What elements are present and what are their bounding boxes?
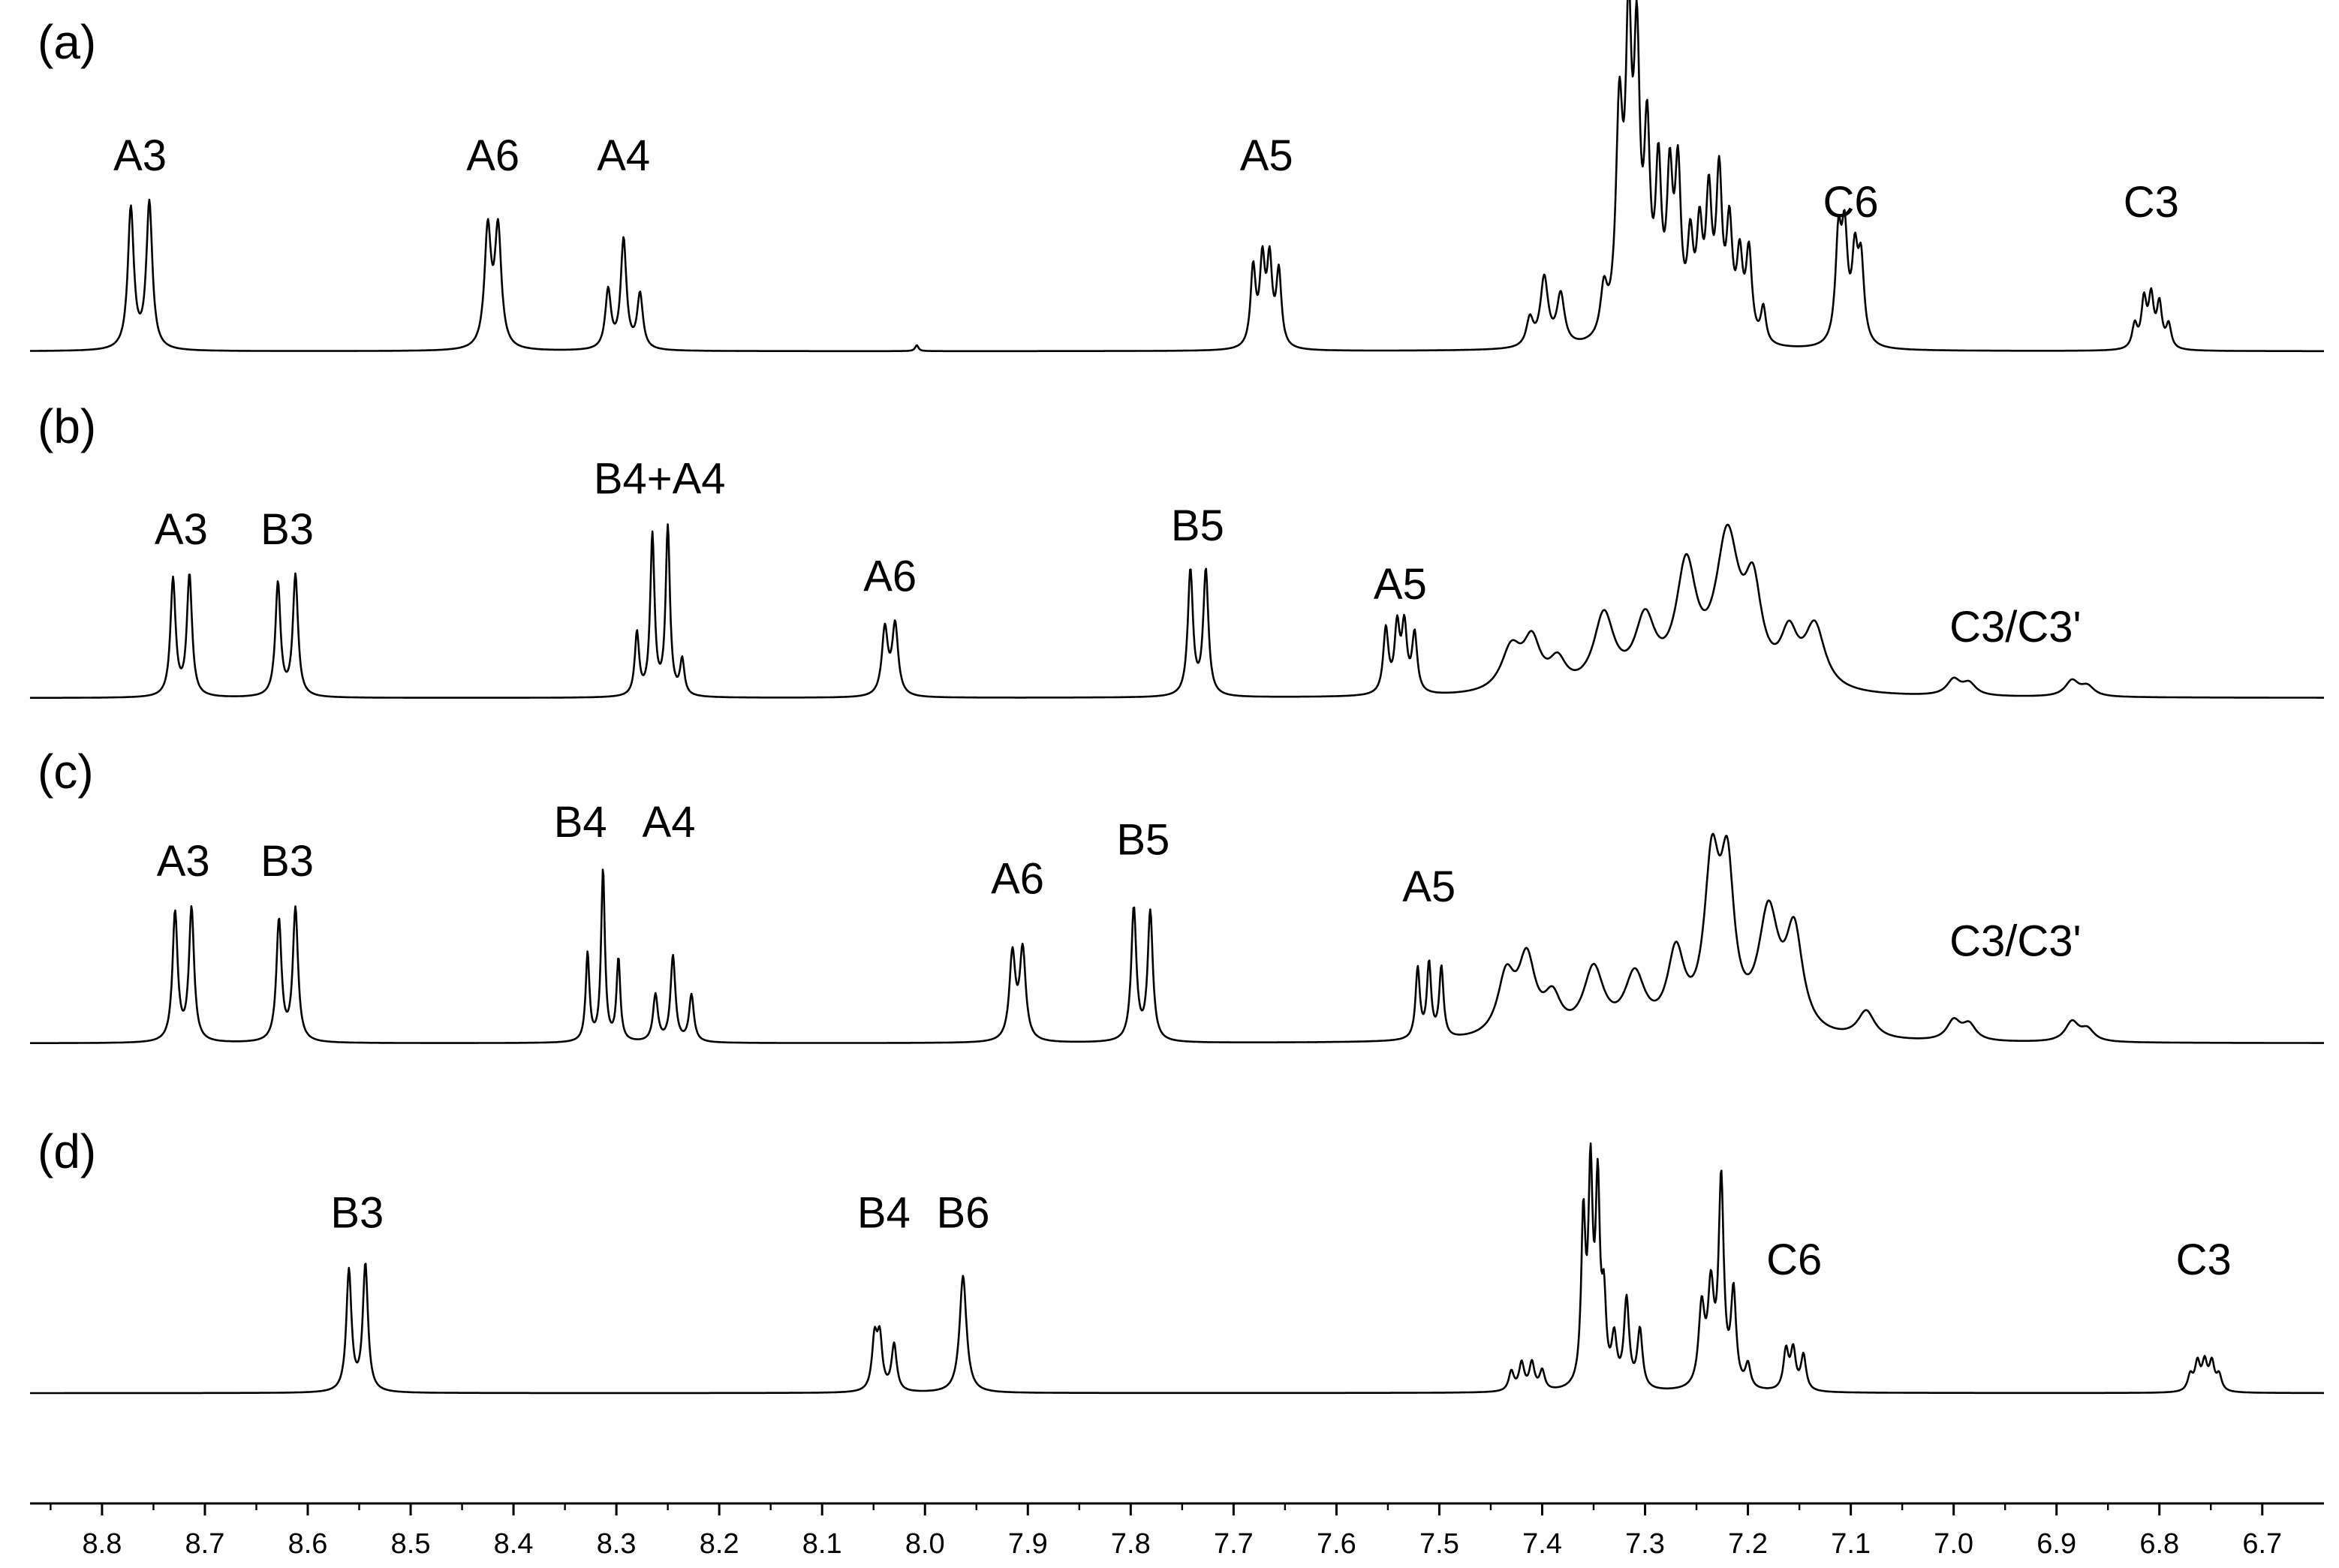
- peak-label: B3: [330, 1189, 384, 1238]
- peak-label: C3: [2124, 178, 2179, 227]
- spectrum-panel-1: (a) A3 A6 A4 A5 C6 C3: [29, 0, 2325, 353]
- x-tick-label: 7.1: [1831, 1528, 1871, 1560]
- x-tick-label: 7.4: [1522, 1528, 1562, 1560]
- x-tick-label: 8.3: [597, 1528, 637, 1560]
- peak-label: B4+A4: [594, 455, 726, 504]
- peak-label: A6: [466, 131, 519, 180]
- x-tick-label: 7.3: [1625, 1528, 1665, 1560]
- spectrum-line-3: [29, 832, 2325, 1044]
- x-tick-label: 6.8: [2139, 1528, 2179, 1560]
- x-tick-label: 6.7: [2242, 1528, 2282, 1560]
- panel-label: (a): [38, 15, 96, 69]
- x-axis: 8.8 8.7 8.6 8.5 8.4 8.3 8.2 8.1 8.0 7.9 7.8 7.7 7.6 7…: [30, 1502, 2324, 1560]
- peak-label: B3: [260, 505, 314, 554]
- peak-label: C3/C3': [1949, 603, 2081, 652]
- x-tick-label: 8.7: [185, 1528, 225, 1560]
- peak-label: B5: [1171, 501, 1224, 550]
- x-tick-label: 7.2: [1728, 1528, 1768, 1560]
- x-tick-label: 7.5: [1419, 1528, 1459, 1560]
- peak-label: B4: [554, 798, 607, 847]
- peak-label: A6: [863, 552, 917, 601]
- panel-label: (c): [38, 745, 94, 799]
- peak-label: C3/C3': [1949, 917, 2081, 966]
- peak-label: B4: [857, 1189, 911, 1238]
- peak-label: A6: [991, 854, 1044, 903]
- peak-label: A3: [155, 505, 208, 554]
- peak-label: B6: [937, 1189, 990, 1238]
- panel-label: (b): [38, 399, 96, 453]
- peak-label: B5: [1116, 815, 1170, 864]
- x-tick-label: 8.2: [700, 1528, 739, 1560]
- x-tick-label: 7.6: [1317, 1528, 1356, 1560]
- x-tick-label: 7.0: [1934, 1528, 1973, 1560]
- spectrum-panel-2: (b) A3 B3 B4+A4 A6 B5 A5 C3/C3': [29, 399, 2325, 700]
- x-tick-label: 8.5: [391, 1528, 431, 1560]
- peak-label: A4: [643, 798, 696, 847]
- peak-label: C3: [2176, 1235, 2232, 1284]
- peak-label: A5: [1374, 560, 1427, 609]
- x-tick-label: 8.1: [802, 1528, 842, 1560]
- spectrum-panel-4: (d) B3 B4 B6 C6 C3: [29, 1124, 2325, 1395]
- peak-label: C6: [1823, 178, 1879, 227]
- spectrum-line-1: [29, 0, 2325, 353]
- peak-label: A3: [113, 131, 167, 180]
- spectrum-line-4: [29, 1142, 2325, 1395]
- spectrum-line-2: [29, 523, 2325, 700]
- x-tick-label: 8.6: [288, 1528, 328, 1560]
- x-tick-label: 7.7: [1214, 1528, 1254, 1560]
- peak-label: A5: [1240, 131, 1293, 180]
- peak-label: C6: [1766, 1235, 1822, 1284]
- x-tick-label: 7.8: [1111, 1528, 1151, 1560]
- peak-label: A3: [157, 837, 210, 886]
- spectrum-panel-3: (c) A3 B3 B4 A4 A6 B5 A5 C3/C3': [29, 745, 2325, 1044]
- x-tick-label: 8.4: [494, 1528, 534, 1560]
- x-tick-label: 6.9: [2036, 1528, 2076, 1560]
- x-tick-label: 8.0: [905, 1528, 945, 1560]
- panel-label: (d): [38, 1124, 96, 1178]
- peak-label: A5: [1402, 862, 1455, 911]
- x-tick-label: 8.8: [83, 1528, 122, 1560]
- peak-label: B3: [260, 837, 314, 886]
- x-tick-label: 7.9: [1008, 1528, 1048, 1560]
- peak-label: A4: [597, 131, 650, 180]
